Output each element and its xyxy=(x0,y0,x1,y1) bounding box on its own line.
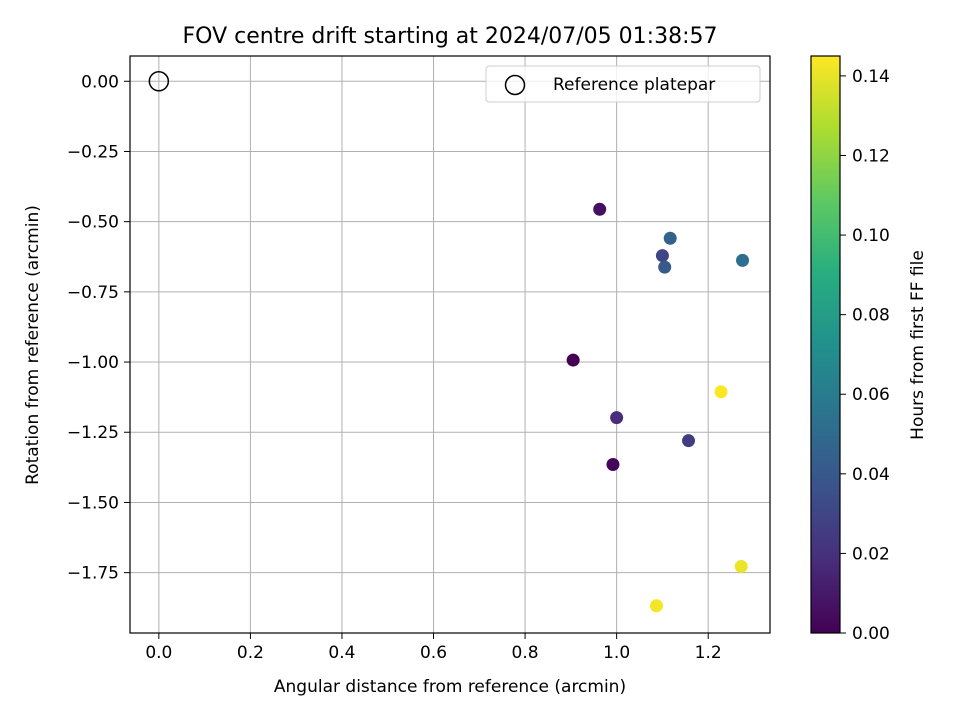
reference-point xyxy=(148,71,170,92)
colorbar-tick-label: 0.14 xyxy=(852,67,890,87)
y-tick-label: −1.25 xyxy=(67,423,119,443)
data-point xyxy=(663,231,677,245)
plot-frame xyxy=(129,55,771,634)
data-point xyxy=(649,599,663,613)
y-tick-label: −1.50 xyxy=(67,493,119,513)
colorbar-tick-label: 0.02 xyxy=(852,544,890,564)
legend-box xyxy=(485,65,761,103)
reference-marker xyxy=(148,71,170,92)
colorbar-tick-label: 0.06 xyxy=(852,385,890,405)
x-tick-label: 1.2 xyxy=(695,643,722,663)
colorbar-ticks: 0.00 0.02 0.04 0.06 0.08 0.10 0.12 0.14 xyxy=(840,67,890,644)
colorbar-label: Hours from first FF file xyxy=(908,250,928,440)
data-point xyxy=(655,249,669,263)
y-tick-label: 0.00 xyxy=(81,72,119,92)
legend-entry-reference: Reference platepar xyxy=(553,75,715,95)
data-point xyxy=(682,434,696,448)
colorbar-tick-label: 0.00 xyxy=(852,624,890,644)
data-point xyxy=(736,253,750,267)
y-axis-label: Rotation from reference (arcmin) xyxy=(23,205,43,485)
colorbar-frame xyxy=(810,55,841,634)
colorbar-tick-label: 0.04 xyxy=(852,465,890,485)
x-axis-label: Angular distance from reference (arcmin) xyxy=(274,677,626,697)
data-point xyxy=(658,260,672,274)
data-point xyxy=(734,559,748,573)
legend-marker-icon xyxy=(504,74,526,96)
x-tick-label: 0.8 xyxy=(512,643,539,663)
x-tick-label: 1.0 xyxy=(603,643,630,663)
data-points xyxy=(566,202,750,613)
colorbar xyxy=(811,56,840,633)
y-axis-ticks: 0.00 −0.25 −0.50 −0.75 −1.00 −1.25 −1.50 −1.75 xyxy=(67,72,130,584)
x-axis-ticks: 0.0 0.2 0.4 0.6 0.8 1.0 1.2 xyxy=(145,633,722,663)
grid-lines xyxy=(130,56,770,633)
y-tick-label: −0.25 xyxy=(67,142,119,162)
x-tick-label: 0.4 xyxy=(328,643,355,663)
y-tick-label: −0.50 xyxy=(67,213,119,233)
data-point xyxy=(566,353,580,367)
data-point xyxy=(610,411,624,425)
colorbar-tick-label: 0.12 xyxy=(852,146,890,166)
x-tick-label: 0.0 xyxy=(145,643,172,663)
colorbar-tick-label: 0.08 xyxy=(852,306,890,326)
x-tick-label: 0.2 xyxy=(237,643,264,663)
y-tick-label: −1.75 xyxy=(67,564,119,584)
colorbar-tick-label: 0.10 xyxy=(852,226,890,246)
data-point xyxy=(593,202,607,216)
y-tick-label: −1.00 xyxy=(67,353,119,373)
chart-title: FOV centre drift starting at 2024/07/05 … xyxy=(183,24,718,49)
y-tick-label: −0.75 xyxy=(67,283,119,303)
legend: Reference platepar xyxy=(485,65,761,103)
x-tick-label: 0.6 xyxy=(420,643,447,663)
data-point xyxy=(606,458,620,472)
data-point xyxy=(714,385,728,399)
